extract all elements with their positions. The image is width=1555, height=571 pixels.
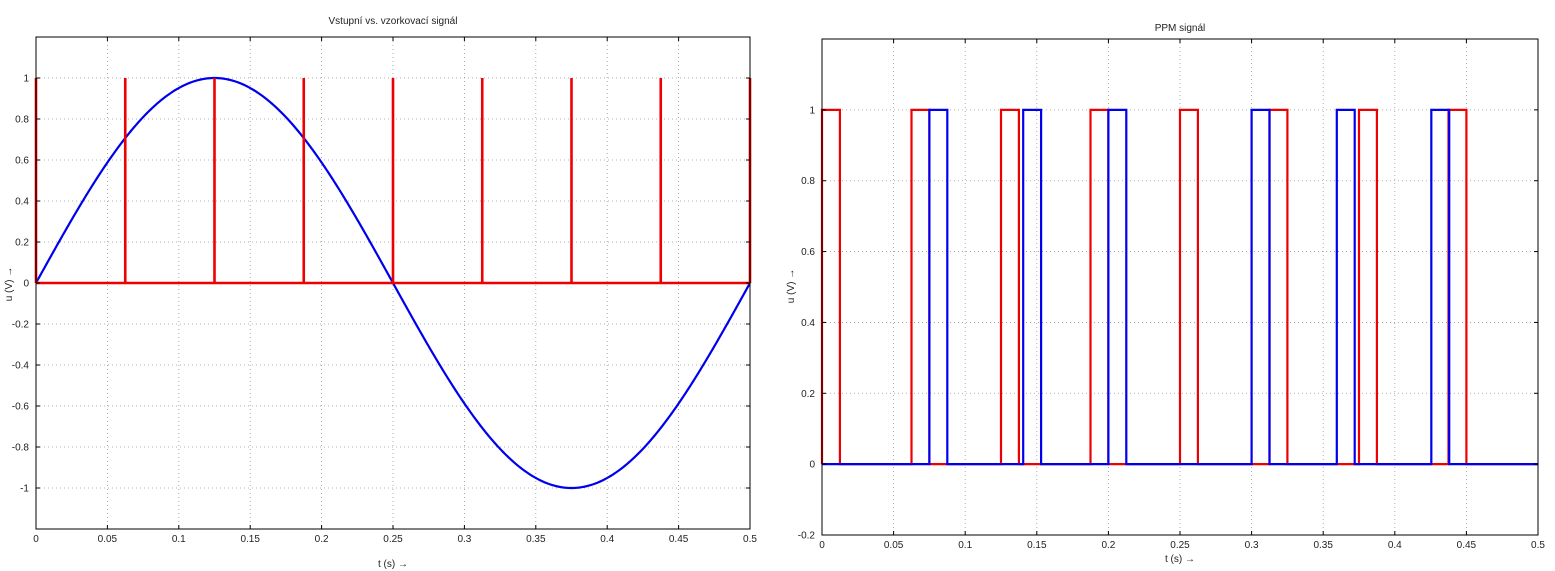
y-tick-label: 0.2 xyxy=(801,389,815,400)
y-tick-label: 0.8 xyxy=(15,115,29,126)
x-tick-label: 0.4 xyxy=(600,534,614,545)
y-tick-label: 1 xyxy=(23,74,29,85)
x-tick-label: 0.3 xyxy=(457,534,471,545)
x-tick-label: 0.1 xyxy=(958,540,972,551)
y-tick-label: 0.6 xyxy=(801,247,815,258)
series-group xyxy=(34,76,752,490)
tick-labels: 0 0.05 0.1 0.15 0.2 0.25 0.3 0.35 0.4 0.45 0.5 -0.2… xyxy=(798,39,1545,551)
y-tick-label: -0.8 xyxy=(12,443,30,454)
x-axis-label: t (s) → xyxy=(378,559,408,570)
y-tick-label: 0 xyxy=(809,460,815,471)
x-axis-label: t (s) → xyxy=(1165,554,1195,565)
x-tick-label: 0.15 xyxy=(240,534,260,545)
x-tick-label: 0 xyxy=(819,540,825,551)
y-tick-label: 0.8 xyxy=(801,176,815,187)
x-tick-label: 0 xyxy=(33,534,39,545)
y-tick-label: 0.2 xyxy=(15,238,29,249)
x-tick-label: 0.25 xyxy=(383,534,403,545)
x-tick-label: 0.45 xyxy=(1457,540,1477,551)
chart-title: Vstupní vs. vzorkovací signál xyxy=(329,16,458,27)
y-tick-label: 1 xyxy=(809,105,815,116)
y-tick-label: 0.6 xyxy=(15,156,29,167)
x-tick-label: 0.2 xyxy=(315,534,329,545)
y-tick-label: 0 xyxy=(23,279,29,290)
y-tick-label: -0.2 xyxy=(12,320,30,331)
x-tick-label: 0.5 xyxy=(743,534,757,545)
series-pulse-train xyxy=(822,108,1538,466)
y-tick-label: 0.4 xyxy=(15,197,29,208)
y-tick-label: -0.6 xyxy=(12,402,30,413)
x-tick-label: 0.35 xyxy=(1313,540,1333,551)
x-tick-label: 0.2 xyxy=(1101,540,1115,551)
chart-title: PPM signál xyxy=(1155,23,1206,34)
x-tick-label: 0.5 xyxy=(1531,540,1545,551)
y-tick-label: -0.2 xyxy=(798,531,816,542)
chart-sampling: Vstupní vs. vzorkovací signál t (s) → u … xyxy=(4,16,757,570)
x-tick-label: 0.35 xyxy=(526,534,546,545)
x-tick-label: 0.05 xyxy=(98,534,118,545)
y-axis-label: u (V) → xyxy=(4,267,15,301)
y-tick-label: 0.4 xyxy=(801,318,815,329)
x-tick-label: 0.45 xyxy=(669,534,689,545)
chart-ppm: PPM signál t (s) → u (V) → 0 0.05 0.1 0.15 0… xyxy=(786,23,1545,565)
series-group xyxy=(820,108,1538,466)
y-tick-label: -1 xyxy=(20,484,29,495)
x-tick-label: 0.25 xyxy=(1170,540,1190,551)
x-tick-label: 0.05 xyxy=(884,540,904,551)
y-axis-label: u (V) → xyxy=(786,269,797,303)
plot-frame xyxy=(821,38,1539,536)
tick-labels: 0 0.05 0.1 0.15 0.2 0.25 0.3 0.35 0.4 0.45 0.5 -1 -0… xyxy=(12,37,757,545)
plot-frame xyxy=(35,36,751,530)
y-tick-label: -0.4 xyxy=(12,361,30,372)
x-tick-label: 0.15 xyxy=(1027,540,1047,551)
x-tick-label: 0.3 xyxy=(1245,540,1259,551)
x-tick-label: 0.1 xyxy=(172,534,186,545)
x-tick-label: 0.4 xyxy=(1388,540,1402,551)
